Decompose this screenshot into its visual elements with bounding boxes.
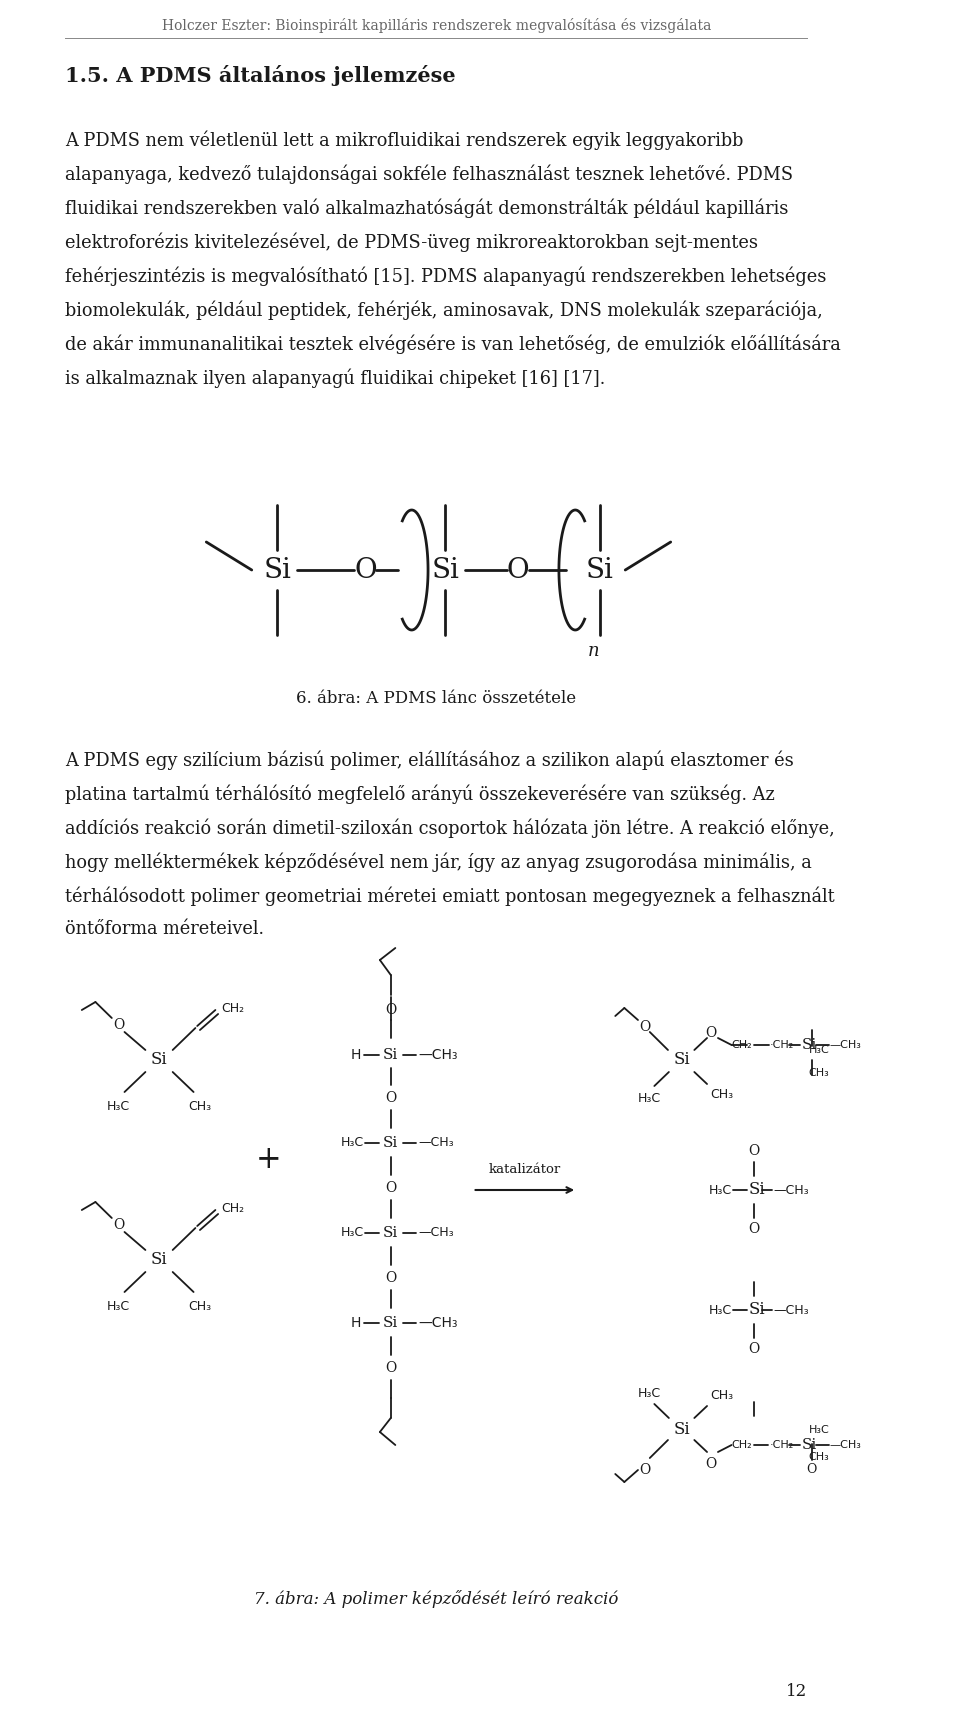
Text: O: O [806, 1463, 817, 1477]
Text: Si: Si [431, 557, 459, 584]
Text: —CH₃: —CH₃ [418, 1137, 454, 1149]
Text: CH₂: CH₂ [732, 1041, 753, 1049]
Text: de akár immunanalitikai tesztek elvégésére is van lehetőség, de emulziók előállí: de akár immunanalitikai tesztek elvégésé… [65, 334, 841, 353]
Text: O: O [385, 1180, 396, 1196]
Text: Si: Si [383, 1227, 398, 1241]
Text: hogy melléktermékek képződésével nem jár, így az anyag zsugorodása minimális, a: hogy melléktermékek képződésével nem jár… [65, 851, 812, 872]
Text: Si: Si [673, 1421, 690, 1439]
Text: biomolekulák, például peptidek, fehérjék, aminosavak, DNS molekulák szeparációja: biomolekulák, például peptidek, fehérjék… [65, 300, 823, 319]
Text: H₃C: H₃C [809, 1046, 829, 1054]
Text: Si: Si [151, 1251, 167, 1268]
Text: 7. ábra: A polimer képződését leíró reakció: 7. ábra: A polimer képződését leíró reak… [254, 1590, 618, 1608]
Text: O: O [354, 557, 376, 584]
Text: fluidikai rendszerekben való alkalmazhatóságát demonstrálták például kapilláris: fluidikai rendszerekben való alkalmazhat… [65, 198, 789, 217]
Text: platina tartalmú térhálósító megfelelő arányú összekeverésére van szükség. Az: platina tartalmú térhálósító megfelelő a… [65, 784, 775, 803]
Text: CH₂: CH₂ [221, 1001, 244, 1015]
Text: O: O [705, 1025, 716, 1041]
Text: elektroforézis kivitelezésével, de PDMS-üveg mikroreaktorokban sejt-mentes: elektroforézis kivitelezésével, de PDMS-… [65, 233, 758, 252]
Text: 12: 12 [786, 1683, 807, 1701]
Text: CH₃: CH₃ [809, 1452, 829, 1463]
Text: H₃C: H₃C [107, 1099, 130, 1113]
Text: CH₃: CH₃ [710, 1087, 733, 1101]
Text: Si: Si [586, 557, 613, 584]
Text: O: O [385, 1272, 396, 1285]
Text: H: H [350, 1048, 361, 1061]
Text: Si: Si [749, 1182, 765, 1199]
Text: —CH₃: —CH₃ [774, 1184, 809, 1196]
Text: A PDMS nem véletlenül lett a mikrofluidikai rendszerek egyik leggyakoribb: A PDMS nem véletlenül lett a mikrofluidi… [65, 129, 744, 150]
Text: O: O [749, 1144, 760, 1158]
Text: —CH₃: —CH₃ [418, 1227, 454, 1239]
Text: +: + [255, 1144, 281, 1175]
Text: Si: Si [802, 1037, 817, 1053]
Text: Si: Si [383, 1135, 398, 1149]
Text: n: n [588, 643, 599, 660]
Text: Si: Si [263, 557, 291, 584]
Text: 1.5. A PDMS általános jellemzése: 1.5. A PDMS általános jellemzése [65, 65, 456, 86]
Text: 6. ábra: A PDMS lánc összetétele: 6. ábra: A PDMS lánc összetétele [297, 689, 576, 706]
Text: O: O [705, 1458, 716, 1471]
Text: CH₂: CH₂ [732, 1440, 753, 1451]
Text: O: O [385, 1003, 396, 1017]
Text: Si: Si [673, 1051, 690, 1068]
Text: addíciós reakció során dimetil-sziloxán csoportok hálózata jön létre. A reakció : addíciós reakció során dimetil-sziloxán … [65, 818, 835, 837]
Text: O: O [507, 557, 529, 584]
Text: —CH₃: —CH₃ [829, 1041, 862, 1049]
Text: H: H [350, 1316, 361, 1330]
Text: H₃C: H₃C [638, 1387, 661, 1401]
Text: A PDMS egy szilícium bázisú polimer, elállításához a szilikon alapú elasztomer é: A PDMS egy szilícium bázisú polimer, elá… [65, 750, 794, 770]
Text: H₃C: H₃C [107, 1299, 130, 1313]
Text: Si: Si [383, 1316, 398, 1330]
Text: H₃C: H₃C [341, 1137, 364, 1149]
Text: H₃C: H₃C [809, 1425, 829, 1435]
Text: —CH₃: —CH₃ [774, 1304, 809, 1316]
Text: CH₃: CH₃ [809, 1068, 829, 1079]
Text: Si: Si [749, 1301, 765, 1318]
Text: CH₃: CH₃ [188, 1299, 211, 1313]
Text: öntőforma méreteivel.: öntőforma méreteivel. [65, 920, 264, 937]
Text: —CH₃: —CH₃ [418, 1048, 458, 1061]
Text: O: O [113, 1018, 125, 1032]
Text: O: O [639, 1463, 651, 1477]
Text: H₃C: H₃C [638, 1092, 661, 1104]
Text: H₃C: H₃C [708, 1304, 732, 1316]
Text: O: O [749, 1222, 760, 1235]
Text: O: O [749, 1342, 760, 1356]
Text: O: O [113, 1218, 125, 1232]
Text: katalizátor: katalizátor [489, 1163, 561, 1177]
Text: —CH₃: —CH₃ [829, 1440, 862, 1451]
Text: O: O [639, 1020, 651, 1034]
Text: ·CH₂: ·CH₂ [770, 1440, 794, 1451]
Text: Si: Si [802, 1439, 817, 1452]
Text: Si: Si [151, 1051, 167, 1068]
Text: is alkalmaznak ilyen alapanyagú fluidikai chipeket [16] [17].: is alkalmaznak ilyen alapanyagú fluidika… [65, 369, 606, 388]
Text: —CH₃: —CH₃ [418, 1316, 458, 1330]
Text: CH₃: CH₃ [188, 1099, 211, 1113]
Text: Holczer Eszter: Bioinspirált kapilláris rendszerek megvalósítása és vizsgálata: Holczer Eszter: Bioinspirált kapilláris … [161, 17, 711, 33]
Text: CH₂: CH₂ [221, 1201, 244, 1215]
Text: alapanyaga, kedvező tulajdonságai sokféle felhasználást tesznek lehetővé. PDMS: alapanyaga, kedvező tulajdonságai sokfél… [65, 164, 793, 184]
Text: fehérjeszintézis is megvalósítható [15]. PDMS alapanyagú rendszerekben lehetsége: fehérjeszintézis is megvalósítható [15].… [65, 265, 827, 286]
Text: O: O [385, 1361, 396, 1375]
Text: ·CH₂: ·CH₂ [770, 1041, 794, 1049]
Text: H₃C: H₃C [341, 1227, 364, 1239]
Text: Si: Si [383, 1048, 398, 1061]
Text: CH₃: CH₃ [710, 1389, 733, 1403]
Text: O: O [385, 1091, 396, 1104]
Text: H₃C: H₃C [708, 1184, 732, 1196]
Text: térhálósodott polimer geometriai méretei emiatt pontosan megegyeznek a felhaszná: térhálósodott polimer geometriai méretei… [65, 886, 835, 906]
